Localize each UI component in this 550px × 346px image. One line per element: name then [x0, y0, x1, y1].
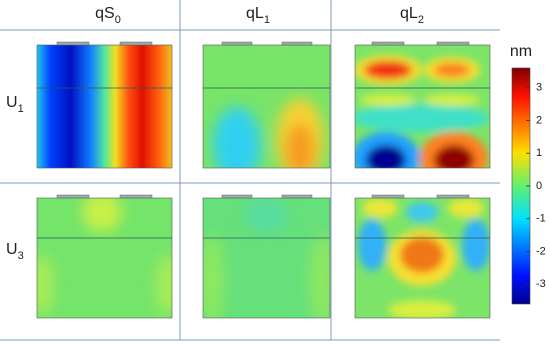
field-blob	[434, 145, 474, 168]
frame	[354, 197, 491, 319]
electrode	[56, 41, 90, 46]
colorbar-tick-label: 2	[536, 114, 542, 126]
field	[37, 45, 172, 168]
frame	[202, 197, 331, 319]
header-sub: 3	[18, 250, 24, 262]
electrode	[119, 194, 153, 199]
electrode	[371, 41, 405, 46]
field-blob	[213, 107, 261, 168]
electrode	[281, 194, 313, 199]
header-main: qS	[95, 5, 115, 22]
row-header: U1	[6, 94, 24, 115]
header-main: U	[6, 94, 18, 111]
column-header: qL1	[246, 5, 270, 26]
row-header: U3	[6, 241, 24, 262]
field-panel	[354, 41, 491, 169]
header-main: qL	[400, 5, 418, 22]
field-blob	[156, 255, 172, 315]
field-blob	[406, 202, 438, 222]
field-blob	[203, 235, 224, 318]
field-blob	[310, 235, 330, 318]
field-blob	[37, 255, 54, 315]
field-panel	[354, 194, 491, 319]
field-panel	[202, 41, 331, 169]
electrode	[281, 41, 313, 46]
field-panel	[36, 41, 173, 169]
field-blob	[366, 145, 406, 168]
column-header: qL2	[400, 5, 424, 26]
header-sub: 2	[418, 14, 424, 26]
frame	[202, 44, 331, 169]
field-blob	[388, 300, 456, 318]
field-blob	[355, 104, 490, 132]
electrode	[221, 41, 253, 46]
colorbar-tick-label: 1	[536, 147, 542, 159]
column-header: qS0	[95, 5, 121, 26]
electrode	[119, 41, 153, 46]
field-blob	[286, 124, 314, 168]
frame	[36, 197, 173, 319]
electrode	[56, 194, 90, 199]
colorbar-tick-label: -1	[536, 213, 546, 225]
colorbar-tick-label: -2	[536, 245, 546, 257]
header-sub: 1	[18, 103, 24, 115]
field-panel	[36, 194, 173, 319]
field-blob	[424, 94, 480, 106]
electrode	[436, 194, 470, 199]
header-sub: 1	[264, 14, 270, 26]
field-panel	[202, 194, 331, 319]
grid-separators	[0, 0, 500, 341]
field-blob	[400, 237, 444, 273]
field-blob	[462, 219, 490, 271]
electrode	[436, 41, 470, 46]
electrode	[221, 194, 253, 199]
colorbar-tick-label: -3	[536, 278, 546, 290]
field-blob	[362, 198, 398, 218]
field-blob	[358, 219, 386, 271]
field-blob	[434, 63, 470, 77]
colorbar-tick-label: 0	[536, 180, 542, 192]
field-blob	[244, 198, 288, 233]
frame	[36, 44, 173, 169]
header-sub: 0	[115, 14, 121, 26]
header-main: qL	[246, 5, 264, 22]
colorbar-tick-label: 3	[536, 82, 542, 94]
field-blob	[448, 198, 484, 218]
field-blob	[360, 94, 416, 106]
electrode	[371, 194, 405, 199]
frame	[354, 44, 491, 169]
colorbar-label: nm	[510, 43, 532, 60]
header-main: U	[6, 241, 18, 258]
field-blob	[364, 61, 412, 79]
field-blob	[82, 198, 122, 232]
